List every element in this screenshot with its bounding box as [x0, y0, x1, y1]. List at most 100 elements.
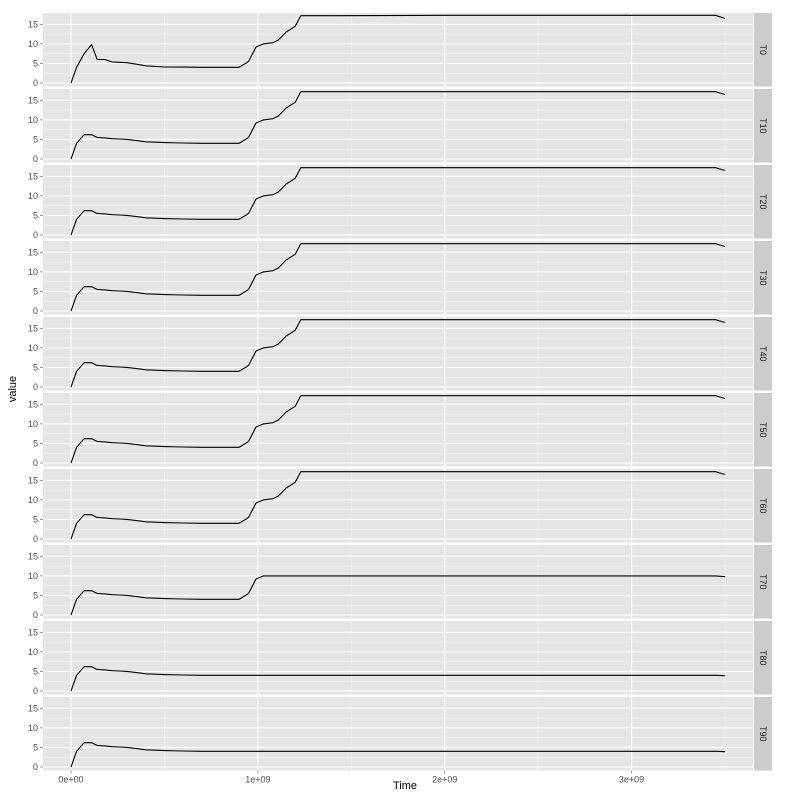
- y-tick-label: 15: [28, 475, 38, 485]
- y-tick-label: 15: [28, 627, 38, 637]
- panel-T40: 0 5 10 15 T40: [28, 317, 772, 392]
- y-tick-label: 5: [33, 666, 38, 676]
- series-line-T20: [70, 167, 726, 236]
- y-tick-label: 0: [33, 306, 38, 316]
- facet-strip: [754, 165, 772, 239]
- facet-strip: [754, 469, 772, 543]
- panel-T0: 0 5 10 15 T0: [28, 13, 772, 88]
- panel-T50: 0 5 10 15 T50: [28, 393, 772, 468]
- y-tick-label: 10: [28, 39, 38, 49]
- x-tick-label: 0e+00: [58, 775, 83, 785]
- facet-strip-label: T80: [758, 650, 768, 666]
- panel-background: [43, 13, 753, 87]
- y-tick-label: 5: [33, 514, 38, 524]
- panel-background: [43, 241, 753, 315]
- facet-strip-label: T70: [758, 574, 768, 590]
- panel-background: [43, 89, 753, 163]
- y-tick-label: 0: [33, 230, 38, 240]
- y-tick-label: 10: [28, 419, 38, 429]
- y-tick-label: 5: [33, 742, 38, 752]
- x-axis-title: Time: [393, 780, 417, 792]
- y-tick-label: 10: [28, 495, 38, 505]
- facet-strip-label: T60: [758, 498, 768, 514]
- series-line-T10: [70, 91, 726, 160]
- y-tick-label: 0: [33, 686, 38, 696]
- y-tick-label: 15: [28, 399, 38, 409]
- facet-strip: [754, 697, 772, 771]
- panel-T30: 0 5 10 15 T30: [28, 241, 772, 316]
- facet-strip-label: T50: [758, 422, 768, 438]
- y-tick-label: 10: [28, 571, 38, 581]
- y-tick-label: 15: [28, 323, 38, 333]
- y-tick-label: 5: [33, 362, 38, 372]
- y-tick-label: 15: [28, 551, 38, 561]
- facet-strip-label: T0: [758, 44, 768, 55]
- facet-strip: [754, 13, 772, 87]
- series-line-T70: [70, 575, 726, 616]
- y-tick-label: 10: [28, 191, 38, 201]
- y-tick-label: 5: [33, 438, 38, 448]
- panel-T80: 0 5 10 15 T80: [28, 621, 772, 696]
- series-line-T80: [70, 666, 726, 692]
- panel-background: [43, 545, 753, 619]
- panel-background: [43, 393, 753, 467]
- y-axis-title: value: [7, 376, 19, 402]
- facet-strip: [754, 621, 772, 695]
- facet-strip: [754, 545, 772, 619]
- facet-strip-label: T30: [758, 270, 768, 286]
- facet-strip: [754, 317, 772, 391]
- series-line-T40: [70, 319, 726, 388]
- facet-strip-label: T20: [758, 194, 768, 210]
- panel-T90: 0 5 10 15 T90: [28, 697, 772, 772]
- panels-layer: 0 5 10 15 T0 0 5 10 15 T10 0 5 10 15 T20 0 5 10 15 T30 0 5 10 1…: [28, 13, 772, 772]
- y-tick-label: 0: [33, 534, 38, 544]
- x-tick-label: 1e+09: [245, 775, 270, 785]
- y-tick-label: 0: [33, 458, 38, 468]
- facet-strip-label: T10: [758, 118, 768, 134]
- y-tick-label: 10: [28, 267, 38, 277]
- y-tick-label: 15: [28, 171, 38, 181]
- y-tick-label: 0: [33, 610, 38, 620]
- panel-background: [43, 317, 753, 391]
- y-tick-label: 15: [28, 703, 38, 713]
- y-tick-label: 10: [28, 115, 38, 125]
- y-tick-label: 5: [33, 286, 38, 296]
- panel-T60: 0 5 10 15 T60: [28, 469, 772, 544]
- panel-background: [43, 165, 753, 239]
- series-line-T60: [70, 471, 726, 540]
- series-line-T30: [70, 243, 726, 312]
- x-tick-label: 2e+09: [432, 775, 457, 785]
- series-line-T0: [70, 14, 726, 84]
- y-tick-label: 0: [33, 382, 38, 392]
- panel-T20: 0 5 10 15 T20: [28, 165, 772, 240]
- facet-strip-label: T40: [758, 346, 768, 362]
- y-tick-label: 10: [28, 723, 38, 733]
- y-tick-label: 15: [28, 247, 38, 257]
- series-line-T50: [70, 395, 726, 464]
- y-tick-label: 5: [33, 134, 38, 144]
- y-tick-label: 10: [28, 343, 38, 353]
- y-tick-label: 10: [28, 647, 38, 657]
- y-tick-label: 0: [33, 762, 38, 772]
- panel-background: [43, 469, 753, 543]
- y-tick-label: 5: [33, 590, 38, 600]
- y-tick-label: 15: [28, 19, 38, 29]
- x-tick-label: 3e+09: [619, 775, 644, 785]
- facet-strip: [754, 241, 772, 315]
- y-tick-label: 0: [33, 154, 38, 164]
- y-tick-label: 0: [33, 78, 38, 88]
- panel-background: [43, 697, 753, 771]
- y-tick-label: 5: [33, 58, 38, 68]
- y-tick-label: 15: [28, 95, 38, 105]
- facet-strip: [754, 89, 772, 163]
- facet-strip-label: T90: [758, 726, 768, 742]
- y-tick-label: 5: [33, 210, 38, 220]
- series-line-T90: [70, 742, 726, 768]
- facet-strip: [754, 393, 772, 467]
- x-axis: 0e+00 1e+09 2e+09 3e+09: [58, 770, 644, 785]
- panel-T70: 0 5 10 15 T70: [28, 545, 772, 620]
- panel-background: [43, 621, 753, 695]
- panel-T10: 0 5 10 15 T10: [28, 89, 772, 164]
